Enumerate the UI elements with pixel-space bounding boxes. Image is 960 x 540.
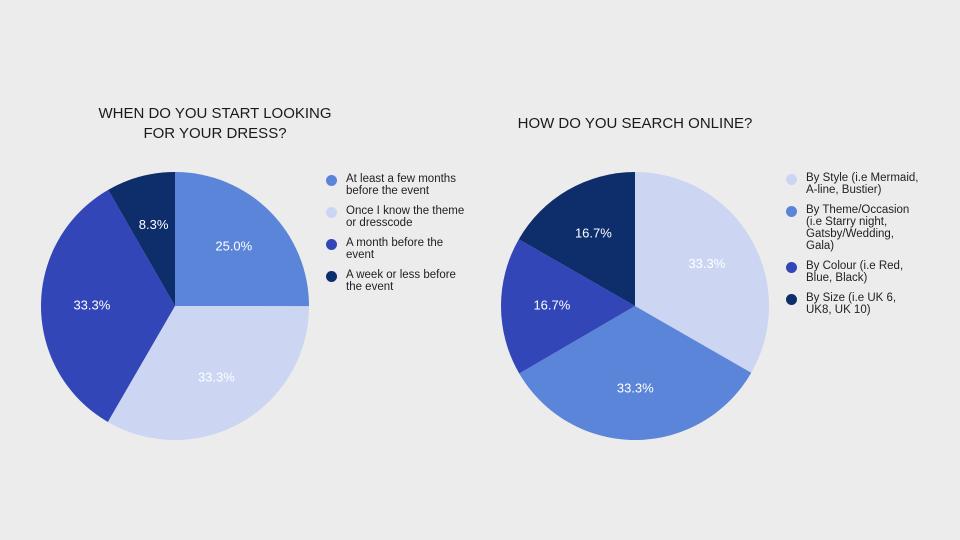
legend: At least a few months before the event On… xyxy=(326,173,476,301)
legend-label: A month before the event xyxy=(346,237,444,261)
legend-swatch-icon xyxy=(326,207,337,218)
slice-label: 25.0% xyxy=(215,239,252,254)
legend-label: By Size (i.e UK 6, UK8, UK 10) xyxy=(806,292,897,316)
legend-label: By Colour (i.e Red, Blue, Black) xyxy=(806,260,904,284)
legend-item: By Theme/Occasion (i.e Starry night, Gat… xyxy=(786,204,936,252)
legend-label: A week or less before the event xyxy=(346,269,456,293)
legend-swatch-icon xyxy=(326,271,337,282)
legend-item: A week or less before the event xyxy=(326,269,476,293)
pie-slice xyxy=(107,306,309,440)
legend-item: By Size (i.e UK 6, UK8, UK 10) xyxy=(786,292,936,316)
pie-slice xyxy=(635,172,770,373)
pie-slice xyxy=(500,239,635,374)
chart-search-online: HOW DO YOU SEARCH ONLINE? 33.3% 33.3% 16.7… xyxy=(480,0,960,540)
legend-item: Once I know the theme or dresscode xyxy=(326,205,476,229)
legend-item: A month before the event xyxy=(326,237,476,261)
pie-chart: 25.0% 33.3% 33.3% 8.3% xyxy=(41,172,310,440)
legend-label: By Theme/Occasion (i.e Starry night, Gat… xyxy=(806,204,910,252)
pie-slice xyxy=(108,172,175,306)
legend-swatch-icon xyxy=(326,175,337,186)
legend-item: By Colour (i.e Red, Blue, Black) xyxy=(786,260,936,284)
pie-slice xyxy=(519,306,752,441)
legend-label: Once I know the theme or dresscode xyxy=(346,205,465,229)
chart-title: HOW DO YOU SEARCH ONLINE? xyxy=(517,115,753,132)
legend-swatch-icon xyxy=(786,174,797,185)
legend-swatch-icon xyxy=(786,206,797,217)
legend: By Style (i.e Mermaid, A-line, Bustier) B… xyxy=(786,172,936,324)
chart-title: WHEN DO YOU START LOOKING FOR YOUR DRESS… xyxy=(98,105,332,142)
slice-label: 16.7% xyxy=(575,226,612,241)
legend-swatch-icon xyxy=(786,294,797,305)
legend-swatch-icon xyxy=(326,239,337,250)
pie-slice xyxy=(518,171,635,306)
slice-label: 16.7% xyxy=(533,298,570,313)
slice-label: 33.3% xyxy=(617,381,654,396)
legend-swatch-icon xyxy=(786,262,797,273)
chart-when-start-looking: WHEN DO YOU START LOOKING FOR YOUR DRESS… xyxy=(41,105,476,440)
pie-slice xyxy=(41,189,176,422)
slice-label: 8.3% xyxy=(139,217,169,232)
legend-label: At least a few months before the event xyxy=(346,173,456,197)
pie-slice xyxy=(175,172,310,307)
legend-item: By Style (i.e Mermaid, A-line, Bustier) xyxy=(786,172,936,196)
legend-label: By Style (i.e Mermaid, A-line, Bustier) xyxy=(806,172,919,196)
pie-chart: 33.3% 33.3% 16.7% 16.7% xyxy=(500,171,770,441)
legend-item: At least a few months before the event xyxy=(326,173,476,197)
slice-label: 33.3% xyxy=(198,369,235,384)
slice-label: 33.3% xyxy=(688,256,725,271)
slice-label: 33.3% xyxy=(73,297,110,312)
